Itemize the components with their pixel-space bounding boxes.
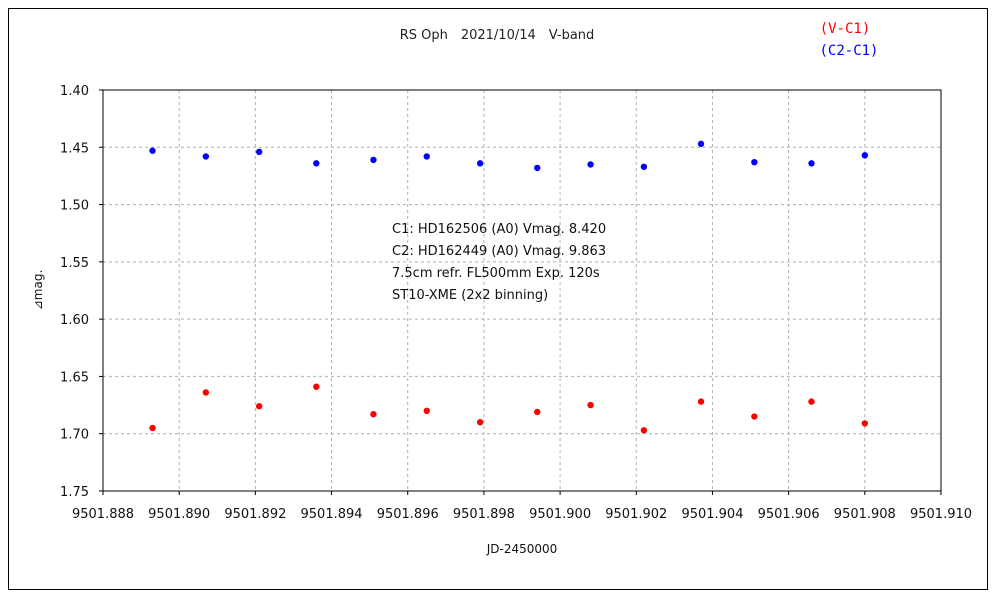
y-tick-label: 1.65 <box>60 370 89 385</box>
x-tick-label: 9501.904 <box>681 507 743 522</box>
plot-area <box>102 89 942 492</box>
y-tick-label: 1.45 <box>60 141 89 156</box>
x-tick-label: 9501.906 <box>758 507 820 522</box>
data-point-v-c1 <box>423 407 430 414</box>
data-point-c2-c1 <box>534 164 541 172</box>
x-axis-label: JD-2450000 <box>486 542 558 556</box>
y-tick-label: 1.60 <box>60 313 89 328</box>
data-point-c2-c1 <box>861 152 869 159</box>
data-point-v-c1 <box>534 408 541 416</box>
data-point-c2-c1 <box>149 147 156 154</box>
data-point-v-c1 <box>640 427 648 434</box>
data-points <box>149 140 869 434</box>
data-point-c2-c1 <box>808 160 815 167</box>
data-point-c2-c1 <box>423 153 430 160</box>
x-tick-label: 9501.910 <box>910 507 972 522</box>
annotation-camera: ST10-XME (2x2 binning) <box>392 288 548 303</box>
data-point-c2-c1 <box>370 156 377 164</box>
x-tick-label: 9501.888 <box>72 507 134 522</box>
data-point-c2-c1 <box>640 163 648 170</box>
data-point-c2-c1 <box>587 161 594 168</box>
x-tick-label: 9501.908 <box>834 507 896 522</box>
data-point-v-c1 <box>149 424 156 432</box>
data-point-v-c1 <box>751 413 758 420</box>
x-tick-label: 9501.900 <box>529 507 591 522</box>
data-point-c2-c1 <box>255 148 263 156</box>
data-point-v-c1 <box>697 398 705 405</box>
x-tick-label: 9501.896 <box>377 507 439 522</box>
data-point-v-c1 <box>476 419 484 426</box>
legend-entry-v-c1: (V-C1) <box>820 21 871 37</box>
data-point-c2-c1 <box>202 153 210 160</box>
data-point-v-c1 <box>313 383 320 390</box>
chart-frame <box>8 8 988 590</box>
legend-entry-c2-c1: (C2-C1) <box>819 43 878 59</box>
data-point-v-c1 <box>202 389 210 396</box>
x-axis-ticks: 9501.888 9501.890 9501.892 9501.894 9501.896… <box>72 491 972 522</box>
annotation-c1: C1: HD162506 (A0) Vmag. 8.420 <box>392 222 606 237</box>
x-tick-label: 9501.902 <box>605 507 667 522</box>
y-tick-label: 1.50 <box>60 199 89 214</box>
y-tick-label: 1.70 <box>60 428 89 443</box>
y-axis-label: ⊿mag. <box>31 270 45 311</box>
grid <box>103 90 941 491</box>
x-tick-label: 9501.898 <box>453 507 515 522</box>
x-tick-label: 9501.890 <box>148 507 210 522</box>
data-point-c2-c1 <box>697 140 705 148</box>
data-point-c2-c1 <box>751 158 758 166</box>
y-tick-label: 1.40 <box>60 84 89 99</box>
y-tick-label: 1.55 <box>60 256 89 271</box>
data-point-v-c1 <box>861 420 869 427</box>
annotation-telescope: 7.5cm refr. FL500mm Exp. 120s <box>392 266 600 281</box>
annotation-c2: C2: HD162449 (A0) Vmag. 9.863 <box>392 244 606 259</box>
data-point-c2-c1 <box>476 160 484 167</box>
y-axis-ticks: 1.40 1.45 1.50 1.55 1.60 1.65 1.70 1.75 <box>60 84 103 500</box>
data-point-v-c1 <box>370 411 377 418</box>
x-tick-label: 9501.892 <box>224 507 286 522</box>
data-point-v-c1 <box>255 403 263 410</box>
y-tick-label: 1.75 <box>60 485 89 500</box>
data-point-c2-c1 <box>313 160 320 167</box>
chart-title: RS Oph 2021/10/14 V-band <box>400 28 595 43</box>
data-point-v-c1 <box>587 401 594 409</box>
x-tick-label: 9501.894 <box>301 507 363 522</box>
data-point-v-c1 <box>808 398 815 405</box>
